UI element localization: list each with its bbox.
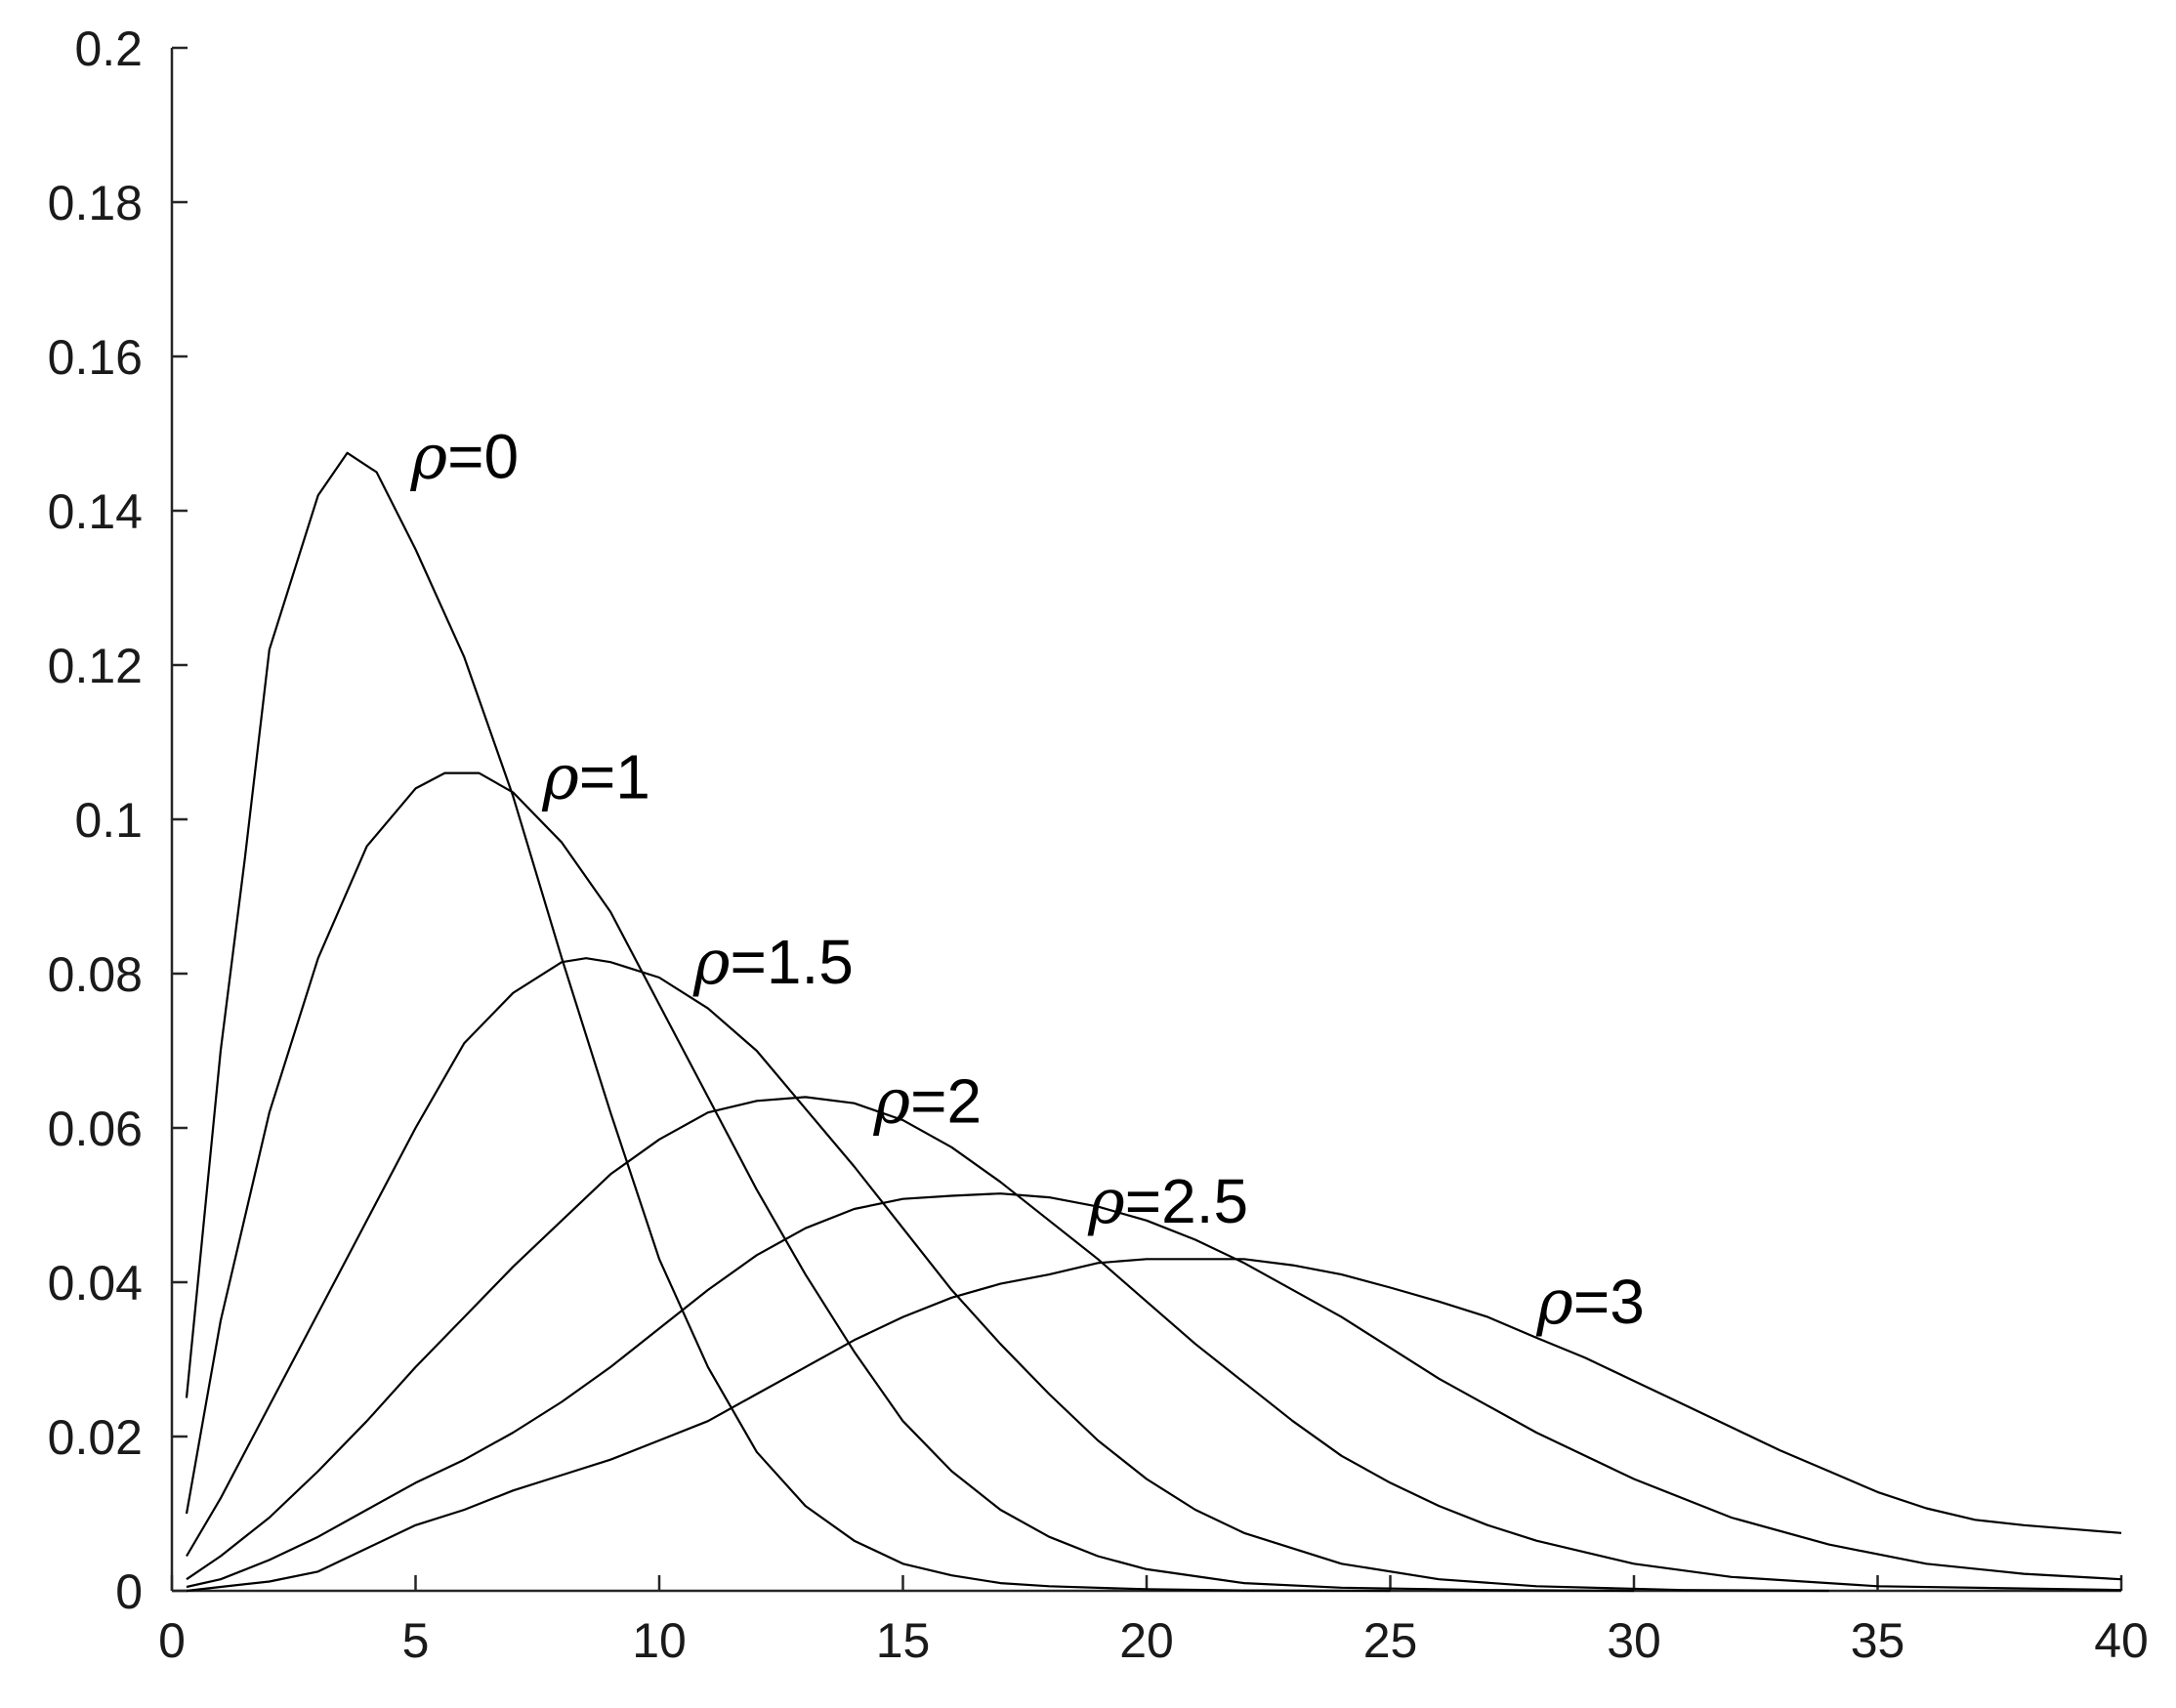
series-line-rho-2-5	[186, 1192, 2122, 1589]
x-tick-label: 5	[402, 1613, 430, 1668]
series-label-value: =2.5	[1125, 1166, 1248, 1236]
x-tick-label: 10	[632, 1613, 687, 1668]
y-tick-label: 0	[115, 1564, 143, 1619]
x-tick-label: 35	[1851, 1613, 1905, 1668]
series-label-value: =0	[447, 422, 519, 492]
y-tick-label: 0.04	[48, 1256, 143, 1311]
series-label-symbol: ρ	[1535, 1267, 1573, 1339]
y-tick-label: 0.2	[74, 21, 143, 76]
y-axis-ticks: 0 0.02 0.04 0.06 0.08 0.1 0.12 0.14 0.16 0.18 0.2	[48, 21, 188, 1619]
y-tick-label: 0.02	[48, 1410, 143, 1465]
axes	[170, 48, 2121, 1593]
series-label-symbol: ρ	[873, 1065, 911, 1138]
series-label-symbol: ρ	[410, 422, 448, 494]
series-label-symbol: ρ	[541, 742, 579, 814]
series-line-rho-0	[185, 451, 1391, 1593]
x-tick-label: 15	[876, 1613, 931, 1668]
series-label-symbol: ρ	[1087, 1166, 1125, 1238]
x-tick-label: 25	[1363, 1613, 1418, 1668]
series-line-rho-1-5	[186, 957, 1829, 1593]
x-tick-label: 20	[1119, 1613, 1174, 1668]
y-tick-label: 0.12	[48, 639, 143, 693]
series-label-value: =1	[579, 742, 650, 812]
series-line-rho-3	[186, 1258, 2122, 1593]
series-label: ρ=2.5	[1087, 1166, 1248, 1238]
series-curves	[185, 451, 2122, 1593]
series-label-value: =3	[1573, 1267, 1645, 1337]
series-label: ρ=2	[873, 1065, 983, 1138]
x-tick-label: 30	[1607, 1613, 1661, 1668]
y-tick-label: 0.16	[48, 330, 143, 385]
series-label: ρ=1	[541, 742, 650, 814]
x-tick-label: 40	[2094, 1613, 2149, 1668]
series-line-rho-1	[185, 771, 1635, 1593]
series-label-value: =1.5	[731, 927, 854, 997]
y-tick-label: 0.18	[48, 176, 143, 230]
y-tick-label: 0.1	[74, 793, 143, 848]
series-line-rho-2	[186, 1096, 2122, 1592]
series-label: ρ=0	[410, 422, 520, 494]
series-label-value: =2	[910, 1065, 982, 1136]
y-tick-label: 0.08	[48, 947, 143, 1002]
series-label: ρ=1.5	[692, 927, 854, 999]
series-label-symbol: ρ	[692, 927, 731, 999]
series-label: ρ=3	[1535, 1267, 1645, 1339]
y-tick-label: 0.14	[48, 484, 143, 539]
series-labels: ρ=0ρ=1ρ=1.5ρ=2ρ=2.5ρ=3	[410, 422, 1645, 1339]
x-tick-label: 0	[158, 1613, 186, 1668]
x-axis-ticks: 0 5 10 15 20 25 30 35 40	[158, 1575, 2149, 1668]
y-tick-label: 0.06	[48, 1102, 143, 1156]
